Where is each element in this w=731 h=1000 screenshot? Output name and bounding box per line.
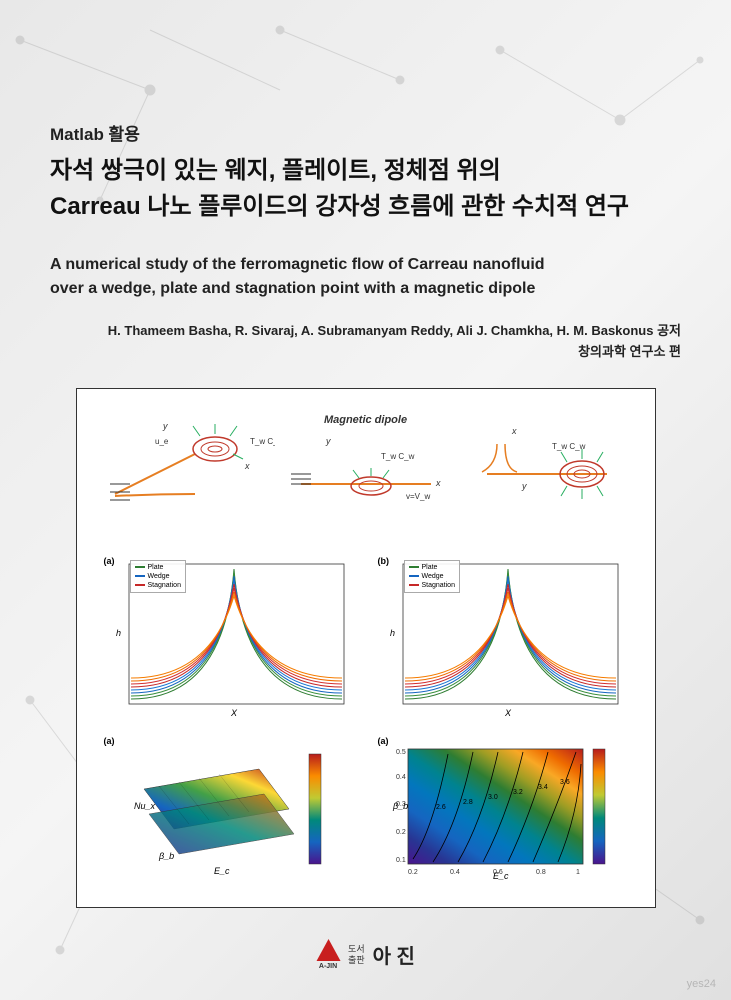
svg-text:v=V_w: v=V_w <box>406 492 430 501</box>
authors-block: H. Thameem Basha, R. Sivaraj, A. Subrama… <box>50 321 681 363</box>
svg-text:2.8: 2.8 <box>463 799 473 806</box>
svg-text:T_w C_w: T_w C_w <box>250 437 275 446</box>
svg-text:0.8: 0.8 <box>536 869 546 876</box>
svg-text:0.2: 0.2 <box>396 829 406 836</box>
authors-line: H. Thameem Basha, R. Sivaraj, A. Subrama… <box>108 323 681 338</box>
dipole-label: Magnetic dipole <box>324 414 407 426</box>
title-kr-line2: Carreau 나노 플루이드의 강자성 흐름에 관한 수치적 연구 <box>50 193 629 220</box>
svg-text:0.5: 0.5 <box>396 749 406 756</box>
svg-text:1: 1 <box>576 869 580 876</box>
contour-panel-label: (a) <box>378 736 389 746</box>
stagnation-diagram: x T_w C_w y <box>457 414 627 534</box>
svg-text:X: X <box>229 708 237 718</box>
svg-text:h: h <box>390 628 395 638</box>
figure-panel: Magnetic dipole y x u_e <box>76 388 656 908</box>
title-en-line2: over a wedge, plate and stagnation point… <box>50 280 535 297</box>
svg-text:3.4: 3.4 <box>538 784 548 791</box>
panel-label-b: (b) <box>378 556 390 566</box>
surface-panel-label: (a) <box>104 736 115 746</box>
svg-text:h: h <box>116 628 121 638</box>
svg-text:x: x <box>244 461 250 471</box>
svg-text:0.1: 0.1 <box>396 857 406 864</box>
svg-text:Nu_x: Nu_x <box>134 801 156 811</box>
line-chart-right: (b) X h <box>376 554 630 719</box>
title-kr-line1: 자석 쌍극이 있는 웨지, 플레이트, 정체점 위의 <box>50 157 501 184</box>
svg-text:0.4: 0.4 <box>450 869 460 876</box>
svg-text:T_w C_w: T_w C_w <box>552 442 586 451</box>
svg-text:x: x <box>435 478 441 488</box>
svg-text:y: y <box>325 436 331 446</box>
svg-text:x: x <box>511 426 517 436</box>
watermark: yes24 <box>687 978 716 990</box>
svg-text:T_w C_w: T_w C_w <box>381 452 415 461</box>
plate-diagram: y x T_w C_w v=V_w <box>281 414 451 534</box>
svg-text:3.6: 3.6 <box>560 779 570 786</box>
schematic-diagrams: Magnetic dipole y x u_e <box>102 409 630 539</box>
svg-text:3.2: 3.2 <box>513 789 523 796</box>
title-english: A numerical study of the ferromagnetic f… <box>50 253 681 301</box>
wedge-diagram: y x u_e T_w C_w <box>105 414 275 534</box>
title-korean: 자석 쌍극이 있는 웨지, 플레이트, 정체점 위의 Carreau 나노 플루… <box>50 153 681 225</box>
line-chart-left: (a) X h <box>102 554 356 719</box>
svg-text:0.2: 0.2 <box>408 869 418 876</box>
editor-line: 창의과학 연구소 편 <box>578 344 681 359</box>
chart-legend-left: Plate Wedge Stagnation <box>130 560 186 593</box>
svg-text:0.3: 0.3 <box>396 801 406 808</box>
surface-plot: (a) <box>102 734 356 884</box>
title-en-line1: A numerical study of the ferromagnetic f… <box>50 256 545 273</box>
svg-text:y: y <box>162 421 168 431</box>
chart-legend-right: Plate Wedge Stagnation <box>404 560 460 593</box>
svg-text:0.6: 0.6 <box>493 869 503 876</box>
contour-plot: (a) <box>376 734 630 884</box>
svg-text:E_c: E_c <box>214 866 230 876</box>
svg-text:X: X <box>503 708 511 718</box>
panel-label-a: (a) <box>104 556 115 566</box>
svg-text:3.0: 3.0 <box>488 794 498 801</box>
svg-text:y: y <box>521 481 527 491</box>
publisher-logo-sub: A-JIN <box>316 963 340 970</box>
svg-text:0.4: 0.4 <box>396 774 406 781</box>
subtitle-matlab: Matlab 활용 <box>50 120 681 145</box>
svg-text:β_b: β_b <box>158 851 174 861</box>
svg-text:2.6: 2.6 <box>436 804 446 811</box>
svg-text:u_e: u_e <box>155 437 169 446</box>
